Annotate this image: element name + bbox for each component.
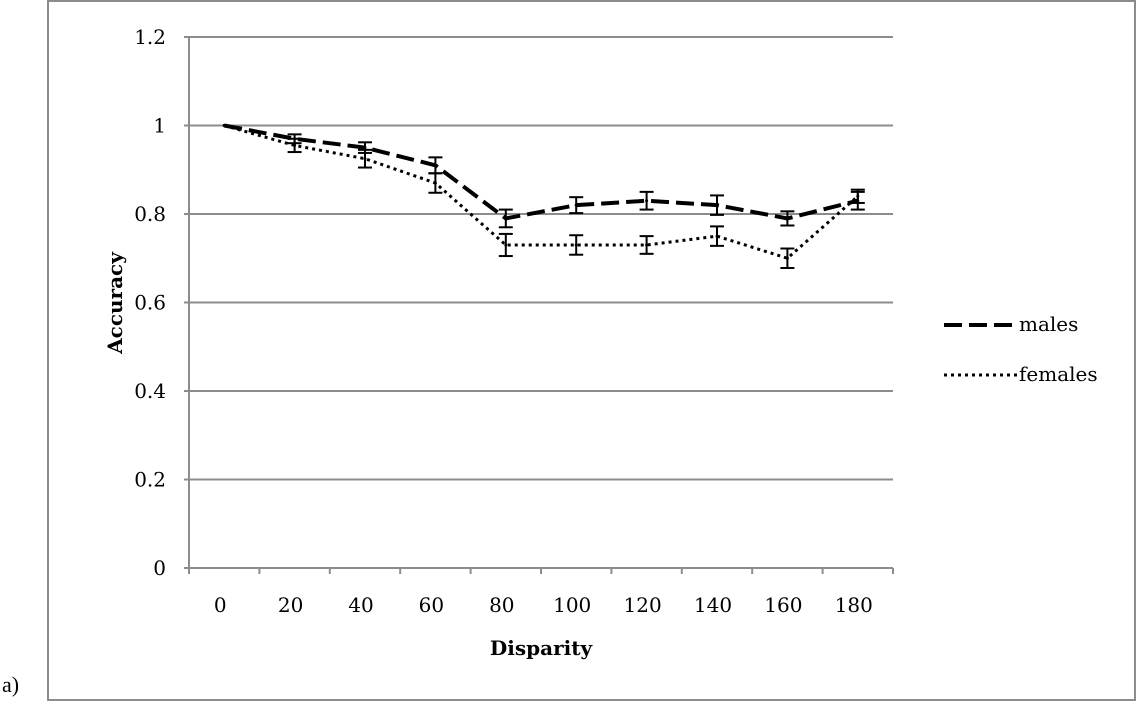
point-males [363, 146, 367, 150]
point-females [574, 243, 578, 247]
point-females [645, 243, 649, 247]
point-males [715, 203, 719, 207]
x-tick-labels: 0 20 40 60 80 100 120 140 160 180 [214, 593, 873, 617]
y-tick-label: 0.4 [134, 379, 166, 403]
axes [184, 36, 894, 574]
y-tick-label: 0.6 [134, 291, 166, 315]
point-females [504, 243, 508, 247]
x-tick-label: 100 [553, 593, 591, 617]
y-tick-label: 1.2 [134, 25, 166, 49]
gridlines [189, 36, 893, 481]
point-females [222, 124, 226, 127]
x-tick-label: 180 [835, 593, 873, 617]
y-tick-label: 0.8 [134, 202, 166, 226]
point-females [293, 143, 297, 147]
point-females [715, 234, 719, 238]
series-line-males [223, 123, 859, 221]
point-males [645, 199, 649, 203]
y-tick-labels: 0 0.2 0.4 0.6 0.8 1 1.2 [134, 25, 166, 580]
y-axis-label: Accuracy [103, 251, 127, 355]
legend-label-females: females [1019, 362, 1098, 386]
chart-frame [47, 0, 1136, 701]
point-females [363, 157, 367, 161]
point-females [785, 256, 789, 260]
legend-label-males: males [1019, 312, 1078, 336]
x-tick-label: 60 [419, 593, 444, 617]
x-tick-label: 80 [489, 593, 514, 617]
x-tick-label: 20 [278, 593, 303, 617]
point-males [785, 216, 789, 220]
x-tick-label: 120 [624, 593, 662, 617]
series-layer [222, 123, 865, 269]
x-tick-label: 140 [694, 593, 732, 617]
y-tick-label: 1 [153, 114, 166, 138]
x-tick-label: 160 [764, 593, 802, 617]
series-line-females [223, 124, 859, 260]
point-females [433, 181, 437, 185]
x-axis-label: Disparity [490, 636, 594, 660]
x-tick-label: 40 [348, 593, 373, 617]
point-males [504, 216, 508, 220]
y-tick-label: 0.2 [134, 468, 166, 492]
point-males [574, 203, 578, 207]
legend: males females [944, 312, 1098, 386]
point-males [433, 163, 437, 167]
panel-label: a) [2, 672, 19, 697]
y-tick-label: 0 [153, 556, 166, 580]
x-tick-label: 0 [214, 593, 227, 617]
point-females [856, 194, 860, 198]
